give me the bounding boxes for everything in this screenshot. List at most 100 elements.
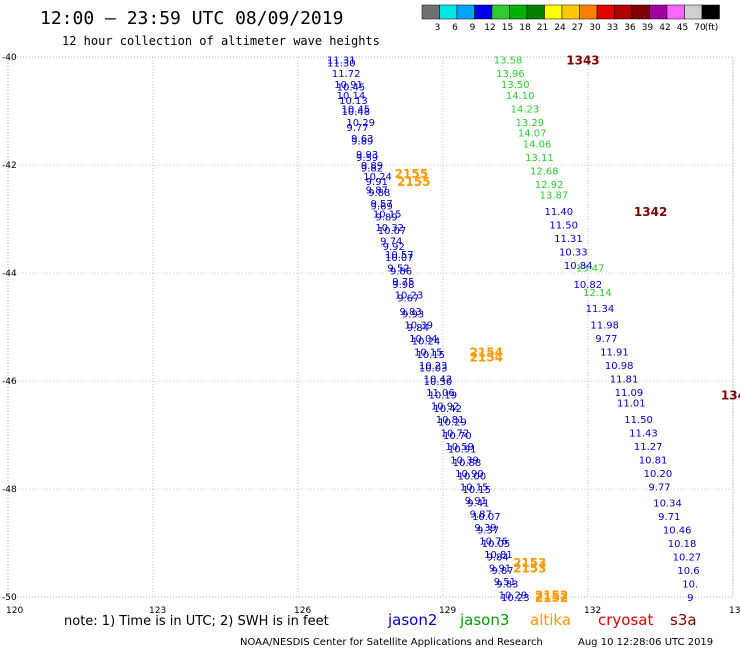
legend-s3a: s3a: [670, 611, 697, 629]
wave-height-value: 10.91: [448, 445, 477, 456]
scale-swatch: [631, 4, 650, 20]
wave-height-value: 11.30: [327, 58, 356, 69]
wave-height-value: 10.07: [378, 226, 407, 237]
wave-height-value: 11.40: [545, 207, 574, 218]
wave-height-value: 10.98: [605, 361, 634, 372]
wave-height-value: 9.39: [474, 523, 496, 534]
wave-height-value: 10.39: [404, 320, 433, 331]
pass-time-label: 1343: [566, 54, 599, 68]
scale-label: 12: [484, 23, 495, 33]
wave-height-value: 14.07: [518, 129, 547, 140]
wave-height-value: 10.88: [453, 458, 482, 469]
wave-height-value: 10.07: [385, 253, 414, 264]
scale-label: 9: [470, 23, 476, 33]
wave-height-value: 10.46: [663, 526, 692, 537]
wave-height-value: 10.81: [639, 455, 668, 466]
footer-timestamp: Aug 10 12:28:06 UTC 2019: [578, 637, 713, 648]
wave-height-value: 11.31: [554, 234, 583, 245]
scale-label: 42: [659, 23, 670, 33]
wave-height-value: 10.29: [346, 118, 375, 129]
x-tick-label: 135: [729, 606, 740, 616]
wave-height-value: 9.77: [595, 334, 617, 345]
wave-height-value: 10.59: [445, 442, 474, 453]
wave-height-value: 9.59: [356, 153, 378, 164]
wave-height-value: 10.30: [424, 377, 453, 388]
x-tick-label: 120: [6, 606, 23, 616]
wave-height-value: 13.11: [525, 153, 554, 164]
wave-height-value: 9.83: [400, 307, 422, 318]
wave-height-value: 9.87: [470, 509, 492, 520]
scale-swatch: [666, 4, 685, 20]
wave-height-value: 13.47: [576, 264, 605, 275]
wave-height-value: 10.03: [419, 364, 448, 375]
wave-height-value: 10.15: [414, 347, 443, 358]
wave-height-value: 14.23: [511, 104, 540, 115]
wave-height-value: 10.15: [460, 482, 489, 493]
axis-ticks: 120 123 126 129 132 135 -40 -42 -44 -46 -48 -50: [2, 53, 740, 616]
wave-height-value: 9.91: [465, 496, 487, 507]
wave-height-value: 10.29: [499, 590, 528, 601]
x-tick-label: 129: [439, 606, 456, 616]
wave-height-value: 10.23: [395, 291, 424, 302]
wave-height-value: 11.27: [634, 442, 663, 453]
wave-height-value: 9.87: [366, 185, 388, 196]
y-tick-label: -44: [2, 269, 17, 279]
wave-height-value: 11.01: [617, 399, 646, 410]
wave-height-value: 12.68: [530, 166, 559, 177]
wave-height-value: 14.10: [506, 91, 535, 102]
wave-height-value: 9.91: [489, 563, 511, 574]
wave-height-value: 11.72: [332, 69, 361, 80]
wave-height-value: 10.33: [559, 247, 588, 258]
wave-height-value: 10.42: [433, 404, 462, 415]
scale-label: 21: [537, 23, 548, 33]
wave-height-value: 10.15: [462, 485, 491, 496]
wave-height-value: 10.05: [482, 539, 511, 550]
wave-height-value: 10.23: [501, 593, 530, 604]
wave-height-value: 9.82: [361, 164, 383, 175]
wave-height-value: 10.27: [673, 553, 702, 564]
scale-swatch: [614, 4, 633, 20]
pass-time-label: 2153: [513, 561, 546, 575]
x-tick-label: 123: [149, 606, 166, 616]
satellite-legend: jason2 jason3 altika cryosat s3a: [387, 611, 697, 629]
wave-height-value: 10.70: [443, 431, 472, 442]
scale-swatch: [421, 4, 440, 20]
chart-title: 12:00 — 23:59 UTC 08/09/2019: [40, 8, 343, 29]
wave-height-value: 9.75: [392, 277, 414, 288]
wave-height-value: 10.45: [342, 104, 371, 115]
wave-height-value: 10.81: [436, 415, 465, 426]
wave-height-value: 10.72: [441, 428, 470, 439]
chart-subtitle: 12 hour collection of altimeter wave hei…: [62, 34, 380, 48]
wave-height-value: 10.19: [429, 391, 458, 402]
y-tick-label: -50: [2, 593, 17, 603]
wave-height-value: 10.76: [479, 536, 508, 547]
wave-height-value: 11.06: [426, 388, 455, 399]
wave-height-value: 10.13: [339, 96, 368, 107]
wave-height-value: 10.82: [574, 280, 603, 291]
scale-label: 18: [519, 23, 531, 33]
scale-label: 36: [624, 23, 636, 33]
wave-height-value: 9.92: [383, 242, 405, 253]
pass-time-label: 2155: [397, 175, 430, 189]
wave-height-value: 10.24: [363, 172, 392, 183]
wave-height-value: 9.98: [392, 280, 414, 291]
y-tick-label: -48: [2, 485, 17, 495]
scale-swatch: [544, 4, 563, 20]
wave-height-value: 9.93: [356, 150, 378, 161]
wave-height-value: 13.58: [494, 56, 523, 67]
scale-label: 30: [589, 23, 601, 33]
pass-time-label: 2155: [395, 167, 428, 181]
wave-height-value: 9.87: [491, 566, 513, 577]
wave-height-value: 10.84: [564, 261, 593, 272]
pass-time-label: 1342: [634, 205, 667, 219]
wave-height-value: 10.57: [385, 250, 414, 261]
wave-height-value: 11.34: [586, 304, 615, 315]
wave-height-value: 9.37: [477, 526, 499, 537]
wave-height-value: 9.91: [366, 177, 388, 188]
scale-label: 3: [435, 23, 441, 33]
scale-swatch: [509, 4, 528, 20]
wave-height-value: 10.42: [424, 374, 453, 385]
scale-label: (ft): [705, 23, 719, 33]
wave-height-value: 13.87: [540, 191, 569, 202]
